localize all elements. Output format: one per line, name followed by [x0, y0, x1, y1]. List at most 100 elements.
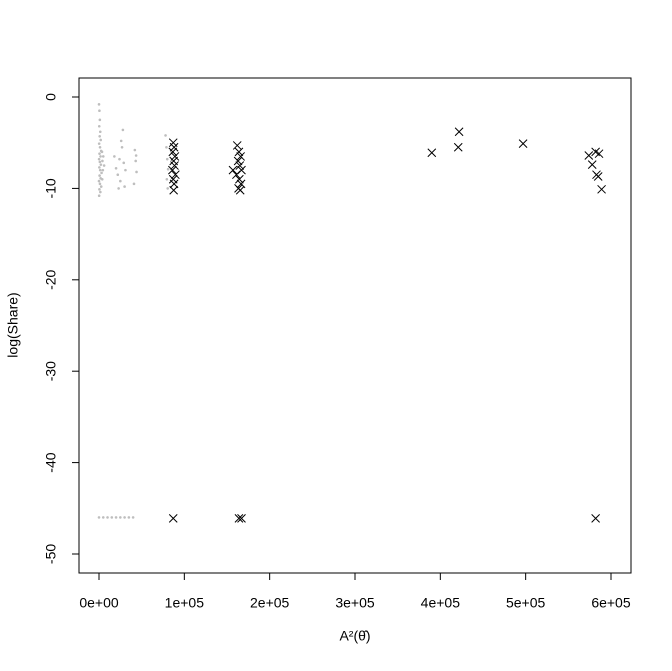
dot-point [102, 164, 106, 167]
dot-point [100, 150, 104, 154]
cross-point [453, 142, 463, 152]
dot-point [99, 185, 103, 188]
dot-point [98, 118, 102, 122]
dot-point [131, 516, 135, 519]
cross-point [518, 139, 528, 148]
y-tick-label: -20 [43, 269, 59, 289]
dot-point [97, 142, 101, 145]
x-tick-label: 2e+05 [250, 595, 290, 611]
cross-point [234, 147, 244, 157]
y-tick-label: -50 [43, 544, 59, 564]
y-tick-label: -40 [43, 452, 59, 472]
dot-point [101, 155, 105, 158]
dot-point [97, 124, 101, 128]
dot-point [98, 188, 101, 191]
dot-point [97, 179, 101, 183]
y-tick-label: 0 [43, 93, 59, 101]
dot-point [113, 155, 116, 158]
cross-point [597, 184, 606, 194]
cross-point [169, 185, 179, 195]
dot-point [134, 154, 138, 157]
dot-point [165, 157, 169, 161]
dot-point [164, 134, 167, 137]
cross-point [235, 161, 245, 170]
dot-point [98, 145, 102, 149]
dot-point [132, 182, 136, 186]
x-tick-label: 6e+05 [591, 595, 631, 611]
cross-point [427, 148, 437, 158]
y-axis-label: log(Share) [5, 292, 21, 357]
dot-point [135, 170, 138, 174]
dot-point [117, 187, 120, 190]
dot-point [165, 145, 168, 149]
cross-point [593, 172, 603, 181]
y-tick-label: -30 [43, 361, 59, 381]
cross-point [228, 165, 238, 175]
dot-point [98, 182, 102, 186]
dot-point [101, 516, 105, 519]
dot-point [99, 138, 103, 142]
dot-point [100, 177, 104, 181]
dot-point [123, 185, 126, 188]
x-tick-label: 0e+00 [79, 595, 119, 611]
dot-point [97, 103, 101, 106]
cross-point [584, 151, 594, 160]
cross-point [587, 160, 597, 169]
plot-frame [78, 77, 632, 574]
x-axis-label: A²(θ̂) [339, 628, 370, 644]
dot-point [118, 157, 121, 161]
cross-point [233, 156, 243, 166]
dot-point [101, 159, 104, 163]
dot-point [119, 516, 122, 519]
dot-point [124, 168, 127, 172]
dot-point [133, 148, 137, 152]
dot-point [120, 145, 124, 149]
dot-point [127, 516, 131, 519]
dot-point [110, 516, 114, 519]
cross-point [237, 513, 246, 523]
dot-point [100, 171, 103, 175]
dot-point [123, 516, 126, 519]
cross-point [236, 152, 246, 161]
cross-point [232, 170, 241, 180]
dot-point [134, 159, 137, 163]
cross-point [235, 174, 244, 184]
dot-point [99, 190, 102, 194]
dot-point [97, 516, 101, 519]
dot-point [98, 135, 101, 138]
dot-point [99, 155, 102, 158]
dot-point [99, 163, 103, 166]
y-tick-label: -10 [43, 178, 59, 198]
dot-point [119, 179, 122, 183]
cross-point [594, 149, 604, 159]
dot-point [98, 168, 102, 172]
cross-point [235, 185, 245, 195]
x-tick-label: 3e+05 [335, 595, 375, 611]
dot-point [106, 516, 109, 519]
cross-point [454, 127, 464, 137]
dot-point [166, 167, 170, 171]
dot-point [97, 157, 101, 161]
cross-point [232, 141, 242, 150]
x-tick-label: 5e+05 [506, 595, 546, 611]
dot-point [166, 187, 169, 190]
dot-point [122, 161, 126, 165]
cross-point [234, 513, 244, 523]
cross-point [168, 513, 178, 523]
dot-point [98, 174, 101, 177]
dot-point [98, 152, 101, 155]
dot-point [119, 139, 123, 143]
cross-point [168, 147, 178, 157]
x-tick-label: 4e+05 [421, 595, 461, 611]
cross-point [170, 161, 179, 170]
dot-point [121, 128, 125, 132]
x-tick-label: 1e+05 [165, 595, 205, 611]
dot-point [98, 109, 101, 113]
dot-point [116, 173, 120, 176]
dot-point [98, 130, 102, 134]
dot-point [101, 168, 105, 172]
dot-point [98, 166, 101, 169]
dot-point [97, 194, 101, 198]
dot-point [114, 516, 118, 519]
